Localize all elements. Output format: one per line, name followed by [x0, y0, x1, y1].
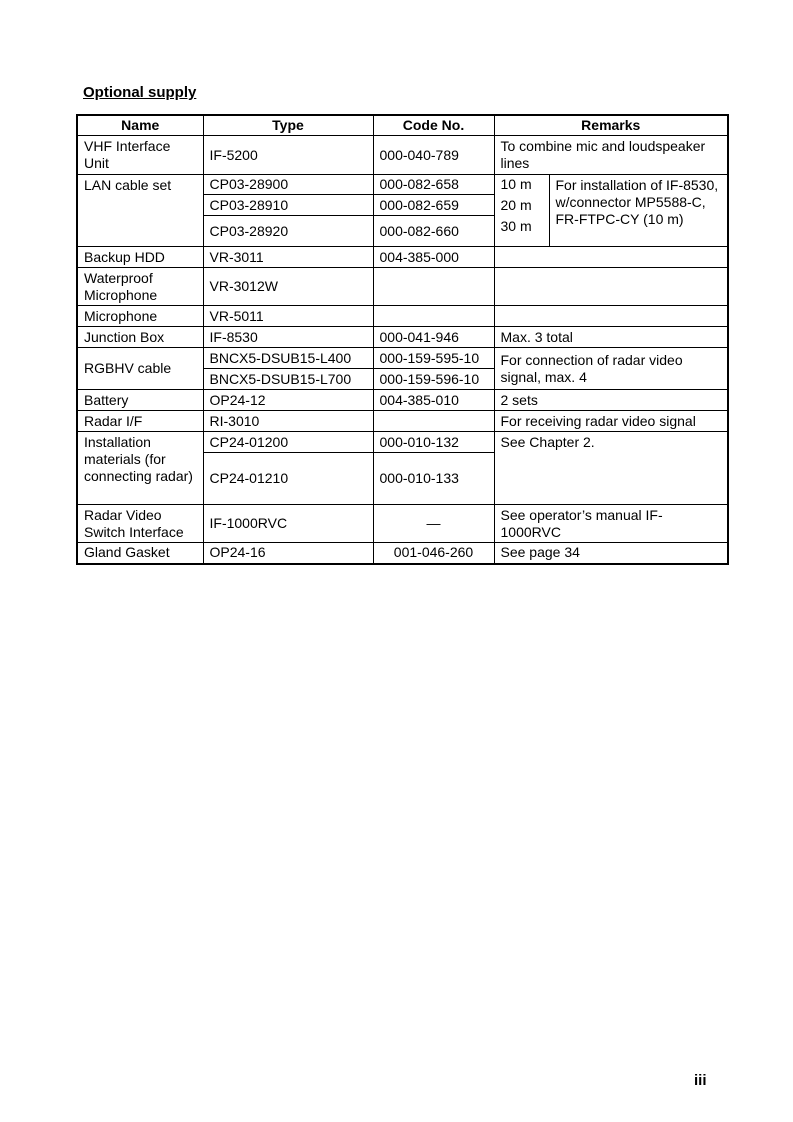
cell-name: Waterproof Microphone: [76, 267, 204, 306]
table-row: CP03-28910 000-082-659 20 m: [77, 194, 728, 216]
table-row: Junction Box IF-8530 000-041-946 Max. 3 …: [76, 326, 729, 348]
header-code: Code No.: [372, 114, 495, 136]
header-remarks: Remarks: [493, 114, 729, 136]
cell-name: Microphone: [76, 305, 204, 327]
cell-code: 004-385-010: [372, 389, 495, 411]
table-row: RGBHV cable BNCX5-DSUB15-L400 000-159-59…: [76, 347, 729, 390]
table-row: Microphone VR-5011: [76, 305, 729, 327]
cell-type: IF-5200: [202, 135, 374, 175]
header-type: Type: [202, 114, 374, 136]
cell-name: Junction Box: [76, 326, 204, 348]
table-row: BNCX5-DSUB15-L700 000-159-596-10: [77, 368, 728, 390]
cell-code: 000-082-658: [372, 174, 495, 195]
table-row: VHF Interface Unit IF-5200 000-040-789 T…: [76, 135, 729, 175]
cell-code: [372, 267, 495, 306]
cell-type: VR-3011: [202, 246, 374, 268]
cell-remarks: For connection of radar video signal, ma…: [493, 347, 729, 390]
cell-code: 004-385-000: [372, 246, 495, 268]
cell-length: 10 m: [493, 174, 550, 195]
cell-length: 20 m: [493, 194, 550, 216]
table-row: Gland Gasket OP24-16 001-046-260 See pag…: [76, 542, 729, 564]
cell-code: 000-041-946: [372, 326, 495, 348]
cell-code: 000-082-660: [372, 215, 495, 247]
table-row: Waterproof Microphone VR-3012W: [76, 267, 729, 306]
cell-remarks: See Chapter 2.: [493, 431, 729, 505]
cell-code: —: [372, 504, 495, 543]
cell-type: OP24-16: [202, 542, 374, 564]
cell-code: 000-159-595-10: [372, 347, 495, 369]
cell-type: IF-1000RVC: [202, 504, 374, 543]
cell-length: 30 m: [493, 215, 550, 247]
cell-code: 000-010-133: [372, 452, 495, 505]
section-title: Optional supply: [83, 84, 197, 101]
cell-code: 000-040-789: [372, 135, 495, 175]
cell-name: Gland Gasket: [76, 542, 204, 564]
cell-type: CP03-28900: [202, 174, 374, 195]
cell-code: [372, 305, 495, 327]
table-row: CP24-01210 000-010-133: [77, 452, 728, 505]
table-row: LAN cable set CP03-28900 000-082-658 10 …: [76, 174, 729, 247]
cell-remarks: To combine mic and loudspeaker lines: [493, 135, 729, 175]
cell-type: VR-3012W: [202, 267, 374, 306]
cell-type: OP24-12: [202, 389, 374, 411]
cell-name: Battery: [76, 389, 204, 411]
cell-name: Radar I/F: [76, 410, 204, 432]
cell-type: CP03-28920: [202, 215, 374, 247]
cell-remarks: See page 34: [493, 542, 729, 564]
cell-remarks: [493, 246, 729, 268]
cell-remarks: For receiving radar video signal: [493, 410, 729, 432]
cell-code: 000-159-596-10: [372, 368, 495, 390]
cell-name: VHF Interface Unit: [76, 135, 204, 175]
cell-name: Radar Video Switch Interface: [76, 504, 204, 543]
table-row: Radar I/F RI-3010 For receiving radar vi…: [76, 410, 729, 432]
cell-type: RI-3010: [202, 410, 374, 432]
page-number: iii: [694, 1072, 707, 1089]
cell-remarks: For installation of IF-8530, w/connector…: [548, 174, 729, 247]
cell-remarks: 2 sets: [493, 389, 729, 411]
cell-type: CP24-01200: [202, 431, 374, 453]
cell-name: Installation materials (for connecting r…: [76, 431, 204, 505]
cell-type: IF-8530: [202, 326, 374, 348]
table-row: Backup HDD VR-3011 004-385-000: [76, 246, 729, 268]
table-header: Name Type Code No. Remarks: [76, 114, 729, 136]
cell-remarks: [493, 305, 729, 327]
cell-type: CP03-28910: [202, 194, 374, 216]
cell-type: VR-5011: [202, 305, 374, 327]
cell-name: LAN cable set: [76, 174, 204, 247]
optional-supply-table: Name Type Code No. Remarks VHF Interface…: [76, 114, 729, 565]
cell-code: 001-046-260: [372, 542, 495, 564]
table-row: CP03-28920 000-082-660 30 m: [77, 215, 728, 247]
cell-code: 000-010-132: [372, 431, 495, 453]
cell-type: BNCX5-DSUB15-L700: [202, 368, 374, 390]
cell-name: Backup HDD: [76, 246, 204, 268]
table-row: Battery OP24-12 004-385-010 2 sets: [76, 389, 729, 411]
header-name: Name: [76, 114, 204, 136]
cell-remarks: See operator’s manual IF-1000RVC: [493, 504, 729, 543]
cell-code: 000-082-659: [372, 194, 495, 216]
cell-type: BNCX5-DSUB15-L400: [202, 347, 374, 369]
table-row: Installation materials (for connecting r…: [76, 431, 729, 505]
cell-remarks: [493, 267, 729, 306]
cell-remarks: Max. 3 total: [493, 326, 729, 348]
cell-name: RGBHV cable: [76, 347, 204, 390]
cell-code: [372, 410, 495, 432]
table-row: Radar Video Switch Interface IF-1000RVC …: [76, 504, 729, 543]
cell-type: CP24-01210: [202, 452, 374, 505]
